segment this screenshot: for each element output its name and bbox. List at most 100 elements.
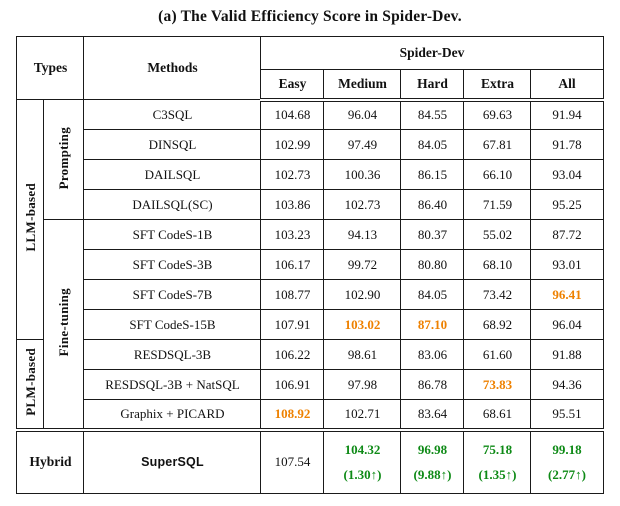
score-cell: 97.98: [323, 369, 402, 400]
score-cell: 84.05: [400, 279, 465, 310]
score-delta: (9.88↑): [413, 466, 452, 482]
score-cell: 95.51: [530, 399, 604, 430]
score-cell: 108.77: [260, 279, 325, 310]
score-cell: 96.04: [530, 309, 604, 340]
header-row-groups: Types Methods Spider-Dev: [16, 36, 604, 100]
score-cell: 61.60: [463, 339, 532, 370]
score-cell: 91.88: [530, 339, 604, 370]
score-cell: 94.36: [530, 369, 604, 400]
score-cell: 66.10: [463, 159, 532, 190]
column-header-all: All: [530, 69, 604, 102]
score-delta: (1.35↑): [478, 466, 517, 482]
score-cell: 86.40: [400, 189, 465, 220]
paper-table-figure: (a) The Valid Efficiency Score in Spider…: [16, 8, 604, 494]
column-header-medium: Medium: [323, 69, 402, 102]
hybrid-row: Hybrid SuperSQL 107.54 104.32 (1.30↑) 96…: [16, 427, 604, 494]
method-cell: DAILSQL: [83, 159, 262, 190]
score-cell-improved: 104.32 (1.30↑): [323, 427, 402, 494]
table-row: PLM-based RESDSQL-3B 106.22 98.61 83.06 …: [16, 339, 604, 430]
score-delta: (1.30↑): [343, 466, 382, 482]
column-header-extra: Extra: [463, 69, 532, 102]
score-cell: 104.68: [260, 99, 325, 130]
method-cell: SFT CodeS-7B: [83, 279, 262, 310]
score-cell: 107.91: [260, 309, 325, 340]
table-caption: (a) The Valid Efficiency Score in Spider…: [158, 8, 462, 25]
score-cell-best: 87.10: [400, 309, 465, 340]
score-cell: 99.72: [323, 249, 402, 280]
table-row: Graphix + PICARD 108.92 102.71 83.64 68.…: [17, 399, 604, 430]
table-header: Types Methods Spider-Dev Easy Medium Har…: [16, 36, 604, 102]
score-cell: 68.92: [463, 309, 532, 340]
score-cell: 103.23: [260, 219, 325, 250]
score-cell: 73.42: [463, 279, 532, 310]
score-cell-best: 103.02: [323, 309, 402, 340]
score-cell: 96.04: [323, 99, 402, 130]
method-cell: RESDSQL-3B + NatSQL: [83, 369, 262, 400]
method-cell: SFT CodeS-3B: [83, 249, 262, 280]
score-cell: 98.61: [323, 339, 402, 370]
table-row: DAILSQL(SC) 103.86 102.73 86.40 71.59 95…: [17, 189, 604, 220]
subtype-finetuning: Fine-tuning: [43, 219, 85, 430]
method-cell: DINSQL: [83, 129, 262, 160]
score-cell: 69.63: [463, 99, 532, 130]
type-group-label: PLM-based: [22, 348, 38, 416]
table-body: LLM-based Prompting C3SQL 104.68 96.04 8…: [16, 99, 604, 430]
table-row: DINSQL 102.99 97.49 84.05 67.81 91.78: [17, 129, 604, 160]
method-cell: DAILSQL(SC): [83, 189, 262, 220]
hybrid-section: Hybrid SuperSQL 107.54 104.32 (1.30↑) 96…: [16, 427, 604, 494]
column-header-hard: Hard: [400, 69, 465, 102]
score-cell: 102.73: [260, 159, 325, 190]
ves-table: Types Methods Spider-Dev Easy Medium Har…: [16, 36, 604, 494]
score-cell-best: 73.83: [463, 369, 532, 400]
score-cell: 100.36: [323, 159, 402, 190]
score-cell: 106.91: [260, 369, 325, 400]
score-value: 104.32: [344, 442, 381, 458]
score-cell: 102.90: [323, 279, 402, 310]
table-row: SFT CodeS-3B 106.17 99.72 80.80 68.10 93…: [17, 249, 604, 280]
score-cell: 83.06: [400, 339, 465, 370]
score-cell: 102.73: [323, 189, 402, 220]
column-header-easy: Easy: [260, 69, 325, 102]
subtype-prompting: Prompting: [43, 99, 85, 220]
score-cell: 106.17: [260, 249, 325, 280]
table-row: SFT CodeS-15B 107.91 103.02 87.10 68.92 …: [17, 309, 604, 340]
score-cell: 91.78: [530, 129, 604, 160]
score-value: 96.98: [417, 442, 448, 458]
table-row: LLM-based Prompting C3SQL 104.68 96.04 8…: [16, 99, 604, 340]
method-cell: SuperSQL: [83, 427, 262, 494]
methods-header: Methods: [83, 36, 262, 100]
score-cell: 95.25: [530, 189, 604, 220]
score-cell: 71.59: [463, 189, 532, 220]
type-group-label: LLM-based: [22, 183, 38, 252]
score-cell-best: 108.92: [260, 399, 325, 430]
score-cell: 67.81: [463, 129, 532, 160]
subtype-label: Fine-tuning: [56, 287, 72, 357]
table-row: RESDSQL-3B + NatSQL 106.91 97.98 86.78 7…: [17, 369, 604, 400]
score-cell: 93.01: [530, 249, 604, 280]
score-cell: 97.49: [323, 129, 402, 160]
score-cell: 107.54: [260, 427, 325, 494]
header-row-columns: Easy Medium Hard Extra All: [17, 69, 604, 102]
score-cell: 93.04: [530, 159, 604, 190]
dataset-header: Spider-Dev: [260, 36, 604, 70]
score-cell-improved: 96.98 (9.88↑): [400, 427, 465, 494]
type-group-hybrid: Hybrid: [16, 427, 85, 494]
score-cell-improved: 99.18 (2.77↑): [530, 427, 604, 494]
score-cell: 55.02: [463, 219, 532, 250]
score-cell: 80.80: [400, 249, 465, 280]
score-cell-best: 96.41: [530, 279, 604, 310]
score-cell-improved: 75.18 (1.35↑): [463, 427, 532, 494]
score-cell: 83.64: [400, 399, 465, 430]
score-cell: 91.94: [530, 99, 604, 130]
score-cell: 106.22: [260, 339, 325, 370]
table-row: SFT CodeS-7B 108.77 102.90 84.05 73.42 9…: [17, 279, 604, 310]
score-value: 75.18: [482, 442, 513, 458]
score-cell: 103.86: [260, 189, 325, 220]
types-header: Types: [16, 36, 85, 100]
score-cell: 84.05: [400, 129, 465, 160]
score-cell: 68.10: [463, 249, 532, 280]
method-cell: Graphix + PICARD: [83, 399, 262, 430]
type-group-plm: PLM-based: [16, 339, 45, 430]
method-cell: SFT CodeS-15B: [83, 309, 262, 340]
subtype-label: Prompting: [56, 126, 72, 189]
